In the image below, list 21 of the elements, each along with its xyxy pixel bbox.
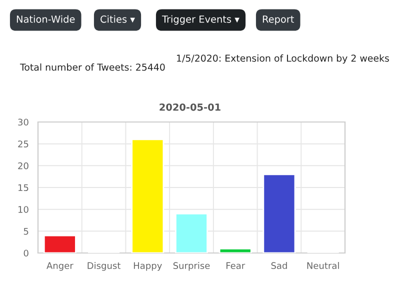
chart-title: 2020-05-01 — [160, 103, 220, 111]
x-tick-label: Fear — [226, 262, 246, 270]
x-tick-label: Surprise — [173, 262, 210, 271]
x-tick-label: Anger — [46, 262, 74, 271]
text: 1/5/2020: Extension of Lockdown by 2 weeks — [177, 54, 389, 64]
y-tick-label: 5 — [24, 228, 28, 235]
y-tick-label: 10 — [18, 206, 28, 213]
y-tick-label: 30 — [18, 118, 28, 126]
x-tick-label: Neutral — [307, 262, 339, 270]
text: Report — [262, 16, 294, 25]
y-tick-label: 15 — [18, 184, 28, 192]
x-tick-label: Disgust — [88, 262, 120, 271]
x-tick-label: Sad — [271, 262, 287, 270]
y-tick-label: 20 — [18, 162, 28, 170]
y-tick-label: 0 — [24, 250, 28, 257]
text: Nation-Wide — [16, 15, 75, 23]
y-tick-label: 25 — [18, 140, 28, 148]
x-tick-label: Happy — [134, 262, 162, 271]
text: Cities ▾ — [100, 15, 135, 23]
text: Total number of Tweets: 25440 — [20, 63, 165, 71]
text: Trigger Events ▾ — [162, 15, 240, 25]
